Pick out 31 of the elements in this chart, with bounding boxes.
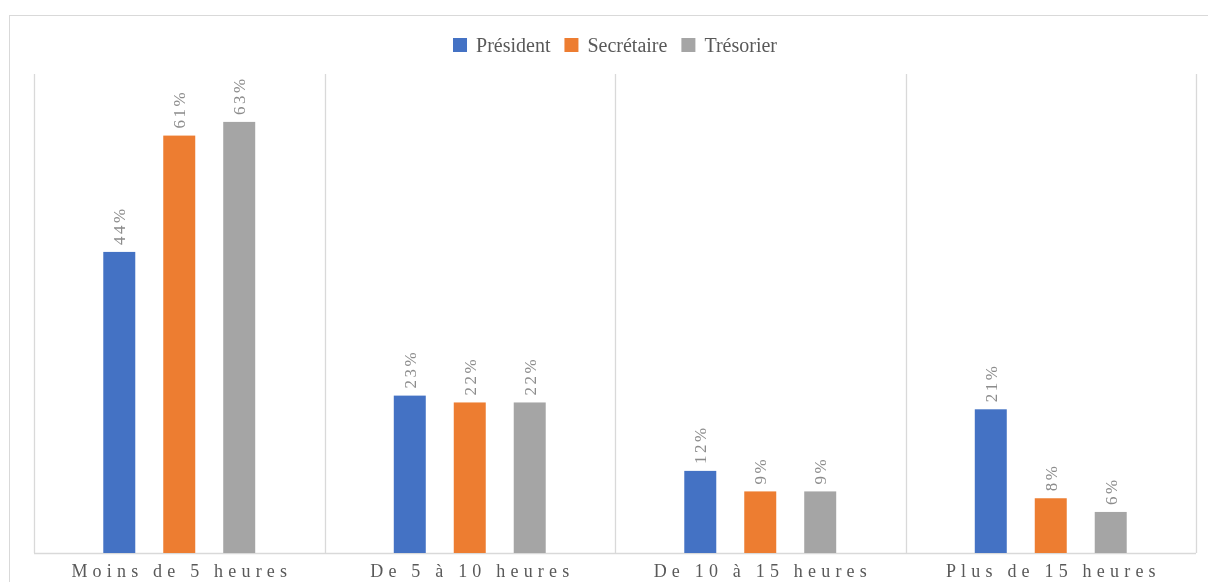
x-tick-label: Plus de 15 heures [945,561,1161,581]
bar [513,402,546,553]
data-label: 9% [751,456,771,485]
x-tick-label: De 5 à 10 heures [370,561,575,581]
bar [103,251,136,553]
data-label: 23% [400,349,420,389]
bar [453,402,486,553]
bar [223,121,256,553]
bar [1094,511,1127,553]
bar [1034,498,1067,553]
data-label: 6% [1101,477,1121,505]
bar [393,395,426,553]
data-label: 8% [1041,463,1061,492]
data-label: 44% [110,206,130,245]
legend-label: Président [476,34,551,56]
x-tick-label: De 10 à 15 heures [653,561,873,581]
data-label: 61% [170,89,190,129]
data-label: 63% [230,76,250,115]
data-label: 22% [520,356,540,396]
bar [974,409,1007,553]
data-label: 21% [981,363,1001,403]
bar [684,470,717,553]
data-label: 22% [460,356,480,396]
x-tick-label: Moins de 5 heures [71,561,293,581]
bar [804,491,837,553]
data-label: 9% [811,456,831,485]
legend-label: Trésorier [704,34,778,56]
bar [163,135,196,553]
data-label: 12% [691,425,711,464]
bar [744,491,777,553]
legend-label: Secrétaire [587,34,668,56]
